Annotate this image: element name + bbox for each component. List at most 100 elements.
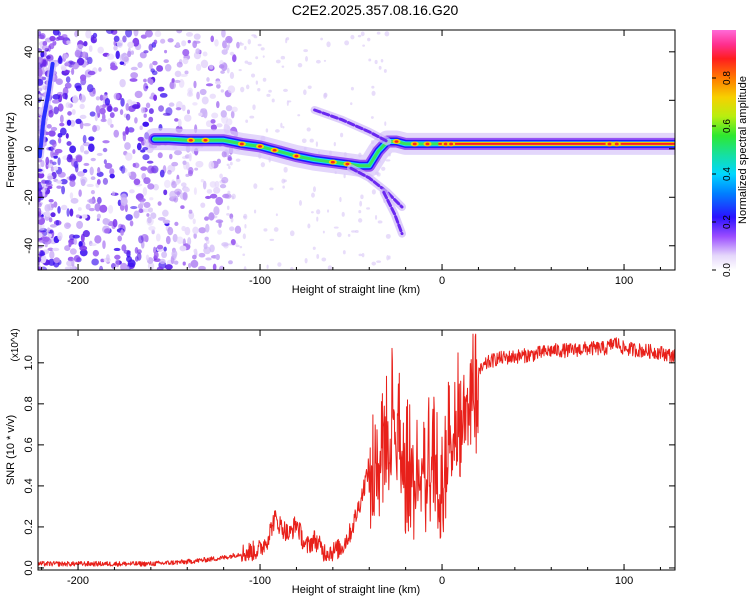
noise-blob: [158, 105, 164, 112]
noise-blob: [137, 61, 143, 69]
spectrogram-x-label: Height of straight line (km): [292, 284, 420, 296]
noise-speck: [371, 189, 376, 195]
x-tick-label: 100: [615, 275, 633, 287]
noise-blob: [106, 53, 115, 60]
noise-speck: [303, 89, 307, 96]
noise-blob: [221, 176, 229, 184]
ridge-hotspot-core: [394, 140, 399, 143]
noise-speck: [262, 55, 265, 58]
noise-blob: [79, 103, 85, 110]
noise-speck: [315, 141, 319, 147]
noise-speck: [371, 90, 376, 96]
y-tick-label: 0.6: [23, 437, 35, 452]
noise-speck: [239, 41, 242, 45]
noise-blob: [77, 171, 85, 177]
ridge-hotspot-core: [330, 160, 335, 164]
noise-blob: [210, 35, 215, 43]
noise-blob: [119, 78, 126, 88]
noise-blob: [53, 166, 59, 171]
noise-speck: [253, 183, 258, 189]
noise-blob: [38, 232, 43, 239]
noise-blob: [174, 70, 182, 78]
noise-blob: [213, 206, 220, 216]
noise-blob: [120, 197, 128, 206]
noise-speck: [243, 266, 247, 270]
y-tick-label: 0.4: [23, 478, 35, 493]
noise-blob: [109, 168, 115, 175]
noise-blob: [216, 158, 221, 164]
noise-speck: [383, 68, 387, 73]
noise-blob: [147, 262, 155, 270]
noise-blob: [175, 179, 180, 186]
noise-blob: [59, 114, 64, 124]
noise-blob: [42, 41, 48, 47]
noise-blob: [39, 250, 45, 257]
ridge-hotspot-core: [345, 162, 350, 166]
noise-speck: [282, 185, 285, 189]
noise-speck: [367, 37, 371, 42]
noise-blob: [157, 152, 163, 159]
ridge-hotspot-core: [449, 142, 454, 146]
noise-blob: [38, 202, 42, 208]
noise-blob: [193, 187, 197, 195]
noise-blob: [53, 155, 58, 159]
noise-speck: [228, 243, 233, 246]
noise-blob: [61, 185, 66, 195]
noise-blob: [82, 230, 90, 238]
noise-blob: [192, 218, 196, 225]
noise-blob: [221, 242, 229, 247]
noise-blob: [129, 189, 135, 194]
noise-speck: [226, 212, 230, 216]
noise-blob: [153, 94, 158, 101]
noise-speck: [283, 166, 288, 173]
noise-blob: [64, 222, 71, 229]
noise-blob: [147, 165, 155, 174]
noise-blob: [49, 224, 57, 228]
noise-blob: [74, 30, 79, 38]
noise-speck: [235, 158, 241, 162]
noise-blob: [48, 130, 56, 137]
noise-blob: [216, 123, 223, 128]
noise-blob: [173, 150, 182, 156]
noise-speck: [368, 58, 372, 62]
noise-blob: [161, 251, 168, 259]
branch-line: [38, 61, 55, 159]
noise-blob: [215, 253, 220, 261]
noise-blob: [167, 38, 174, 43]
noise-blob: [59, 127, 67, 136]
noise-blob: [106, 254, 110, 262]
noise-blob: [183, 187, 190, 193]
noise-blob: [171, 78, 175, 83]
noise-blob: [69, 119, 76, 127]
noise-blob: [79, 74, 87, 81]
noise-blob: [45, 156, 50, 166]
noise-blob: [99, 204, 108, 213]
noise-blob: [188, 263, 192, 269]
noise-blob: [192, 226, 199, 235]
noise-blob: [127, 41, 135, 48]
noise-blob: [120, 262, 128, 270]
noise-blob: [188, 211, 195, 220]
noise-blob: [198, 227, 207, 234]
noise-blob: [66, 208, 70, 217]
ridge-hotspot-core: [188, 139, 193, 142]
noise-speck: [245, 84, 250, 90]
noise-blob: [83, 162, 90, 167]
noise-blob: [79, 245, 88, 251]
noise-speck: [326, 209, 330, 213]
noise-speck: [253, 35, 258, 39]
noise-blob: [38, 78, 44, 86]
noise-blob: [127, 172, 132, 177]
noise-blob: [133, 210, 140, 219]
noise-blob: [87, 56, 93, 65]
noise-blob: [60, 178, 68, 185]
noise-blob: [107, 204, 114, 214]
spectrogram-x-axis: -200 -100 0 100: [41, 30, 661, 287]
noise-blob: [83, 41, 88, 47]
noise-blob: [224, 193, 232, 199]
noise-blob: [125, 126, 130, 135]
noise-speck: [255, 56, 259, 60]
noise-blob: [125, 214, 133, 221]
noise-speck: [280, 122, 283, 129]
